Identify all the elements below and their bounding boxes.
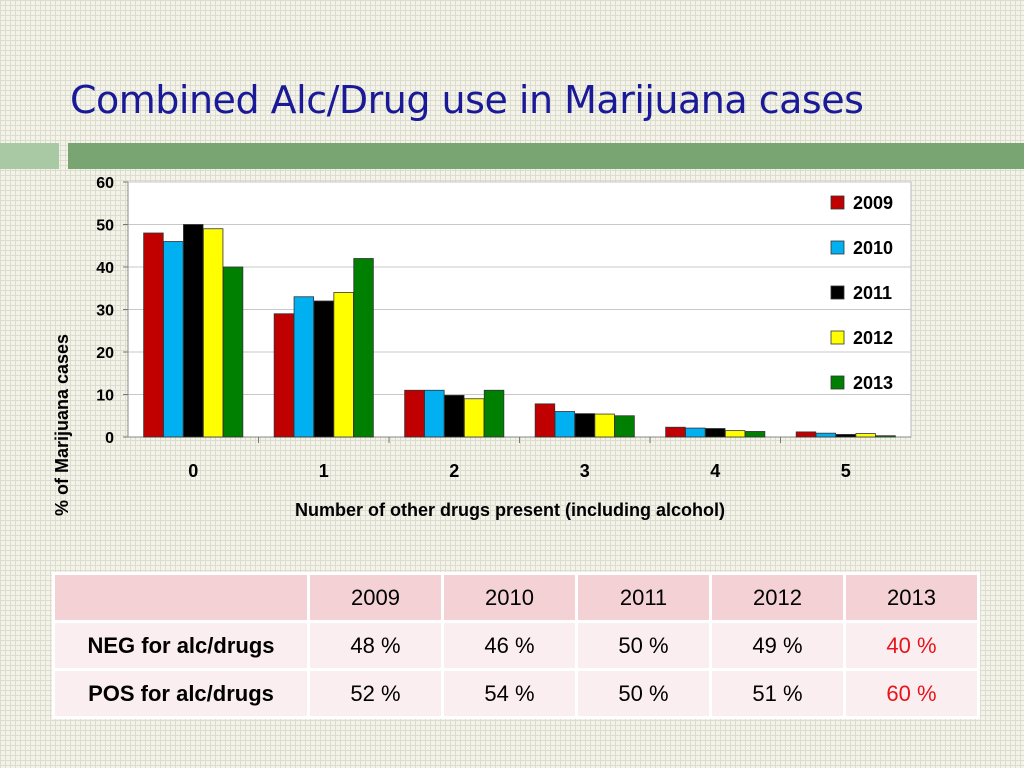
table-cell: 49 %	[709, 620, 846, 671]
y-tick-label: 60	[96, 175, 114, 192]
bar	[795, 431, 817, 438]
header-cell-2011: 2011	[575, 572, 712, 623]
bar	[483, 389, 505, 438]
bar	[333, 292, 354, 438]
table-row: NEG for alc/drugs 48 % 46 % 50 % 49 % 40…	[52, 620, 980, 671]
bar	[724, 430, 746, 438]
table-row: POS for alc/drugs 52 % 54 % 50 % 51 % 60…	[52, 668, 980, 719]
bar	[534, 403, 556, 438]
table-cell: 52 %	[307, 668, 444, 719]
bar	[574, 413, 595, 438]
table-cell-highlight: 60 %	[843, 668, 980, 719]
bar	[554, 411, 576, 438]
summary-table-wrap: 2009 2010 2011 2012 2013 NEG for alc/dru…	[52, 572, 980, 719]
legend-swatch	[830, 285, 845, 300]
bar	[815, 432, 837, 438]
bar	[594, 413, 615, 438]
y-tick-label: 10	[96, 388, 114, 405]
legend-label: 2009	[853, 193, 893, 213]
x-tick-label: 1	[319, 461, 329, 481]
table-cell-highlight: 40 %	[843, 620, 980, 671]
bar	[273, 313, 295, 438]
legend-label: 2012	[853, 328, 893, 348]
y-tick-label: 20	[96, 345, 114, 362]
bar	[163, 241, 184, 438]
table-header-row: 2009 2010 2011 2012 2013	[52, 572, 980, 623]
bar	[404, 389, 425, 438]
bar	[875, 435, 896, 438]
y-tick-label: 30	[96, 303, 114, 320]
row-label-neg: NEG for alc/drugs	[52, 620, 310, 671]
bar	[665, 426, 686, 438]
table-cell: 51 %	[709, 668, 846, 719]
bar	[143, 232, 164, 438]
x-axis-label: Number of other drugs present (including…	[295, 500, 725, 520]
x-tick-label: 2	[449, 461, 459, 481]
y-tick-label: 40	[96, 260, 114, 277]
x-tick-label: 4	[710, 461, 720, 481]
bar	[353, 258, 374, 438]
bar-chart: 0 10 20 30 40 50 60 0 1 2 3 4 5 2009 2010 2011 2012 2013%…	[52, 175, 912, 520]
bar	[424, 389, 445, 438]
bar	[614, 415, 635, 438]
legend-label: 2011	[853, 283, 892, 303]
row-label-pos: POS for alc/drugs	[52, 668, 310, 719]
header-cell-2013: 2013	[843, 572, 980, 623]
bar	[313, 300, 334, 438]
bar	[222, 266, 244, 438]
bar	[744, 431, 766, 438]
title-band-dark	[68, 143, 1024, 169]
bar	[835, 434, 856, 438]
table-cell: 50 %	[575, 620, 712, 671]
bar	[183, 224, 204, 438]
y-axis-label: % of Marijuana cases	[52, 334, 72, 516]
summary-table: 2009 2010 2011 2012 2013 NEG for alc/dru…	[52, 572, 980, 719]
y-tick-label: 50	[96, 218, 114, 235]
table-cell: 46 %	[441, 620, 578, 671]
bar	[202, 228, 224, 438]
legend-swatch	[830, 375, 845, 390]
legend-swatch	[830, 330, 845, 345]
legend-swatch	[830, 240, 845, 255]
bar	[685, 427, 706, 438]
bar	[293, 296, 315, 438]
x-tick-label: 3	[580, 461, 590, 481]
legend-label: 2013	[853, 373, 893, 393]
x-tick-label: 5	[841, 461, 851, 481]
bar	[463, 398, 485, 438]
bar	[855, 433, 876, 438]
slide-title: Combined Alc/Drug use in Marijuana cases	[70, 78, 864, 122]
table-cell: 48 %	[307, 620, 444, 671]
legend-label: 2010	[853, 238, 893, 258]
table-cell: 50 %	[575, 668, 712, 719]
legend-swatch	[830, 195, 845, 210]
x-tick-label: 0	[188, 461, 198, 481]
y-tick-label: 0	[105, 430, 114, 447]
header-cell-2012: 2012	[709, 572, 846, 623]
header-cell-2009: 2009	[307, 572, 444, 623]
table-cell: 54 %	[441, 668, 578, 719]
header-cell-empty	[52, 572, 310, 623]
bar	[705, 428, 726, 438]
bar	[444, 394, 465, 438]
header-cell-2010: 2010	[441, 572, 578, 623]
title-band-light	[0, 143, 59, 169]
